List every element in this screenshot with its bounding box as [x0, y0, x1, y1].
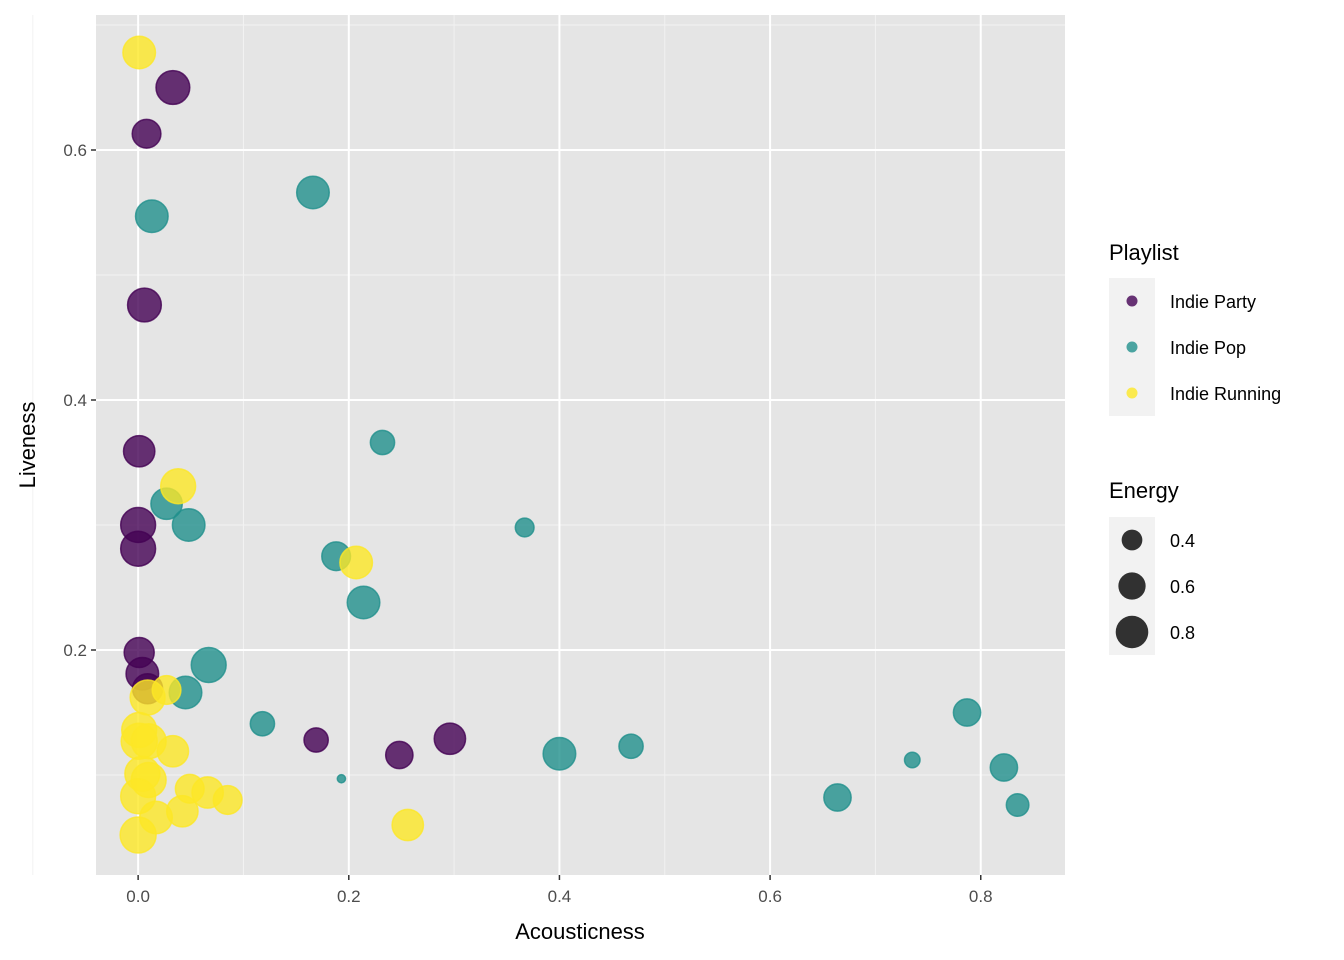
- data-point-indie-party: [155, 69, 191, 106]
- legend-key-indie-running: [1126, 387, 1138, 399]
- data-point-indie-party: [119, 530, 157, 567]
- size-legend-label: 0.4: [1170, 531, 1195, 551]
- data-point-indie-running: [119, 816, 157, 854]
- data-point-indie-pop: [952, 698, 982, 727]
- data-point-indie-running: [151, 674, 182, 706]
- size-legend-key: [1121, 529, 1143, 551]
- x-axis-title: Acousticness: [515, 919, 645, 944]
- data-point-indie-party: [122, 434, 156, 468]
- data-point-indie-pop: [618, 733, 644, 760]
- size-legend-label: 0.8: [1170, 623, 1195, 643]
- size-legend-key: [1118, 572, 1146, 600]
- data-point-indie-pop: [190, 646, 227, 684]
- data-point-indie-party: [433, 722, 467, 756]
- data-point-indie-party: [131, 118, 162, 149]
- x-tick-label: 0.8: [969, 887, 993, 906]
- data-point-indie-pop: [989, 753, 1019, 782]
- x-tick-label: 0.6: [758, 887, 782, 906]
- data-point-indie-pop: [514, 517, 535, 538]
- data-point-indie-pop: [1005, 792, 1030, 818]
- legend-label: Indie Party: [1170, 292, 1256, 312]
- data-point-indie-pop: [249, 710, 276, 737]
- size-legend: Energy 0.4 0.6 0.8: [1109, 478, 1195, 655]
- data-point-indie-pop: [336, 773, 347, 784]
- size-legend-key: [1115, 615, 1149, 649]
- data-point-indie-party: [384, 740, 414, 770]
- x-axis: 0.0 0.2 0.4 0.6 0.8: [126, 875, 993, 906]
- data-point-indie-running: [339, 545, 374, 580]
- x-tick-label: 0.0: [126, 887, 150, 906]
- y-tick-label: 0.6: [63, 141, 87, 160]
- data-point-indie-running: [159, 468, 197, 505]
- data-point-indie-pop: [823, 783, 852, 812]
- data-point-indie-pop: [171, 507, 206, 543]
- x-tick-label: 0.2: [337, 887, 361, 906]
- data-point-indie-pop: [903, 751, 921, 769]
- legend-key-indie-party: [1126, 295, 1138, 307]
- panel-background: [96, 15, 1065, 875]
- data-point-indie-pop: [542, 736, 577, 771]
- data-point-indie-running: [212, 784, 243, 816]
- color-legend: Playlist Indie Party Indie Pop Indie Runni…: [1109, 240, 1281, 416]
- data-point-indie-party: [126, 287, 163, 323]
- y-axis-title: Liveness: [15, 402, 40, 489]
- data-point-indie-pop: [346, 585, 381, 620]
- data-point-indie-party: [303, 727, 329, 753]
- size-legend-label: 0.6: [1170, 577, 1195, 597]
- data-point-indie-pop: [295, 175, 330, 210]
- y-axis: 0.2 0.4 0.6: [63, 141, 96, 660]
- points: [119, 35, 1030, 854]
- data-point-indie-pop: [134, 199, 169, 234]
- legend-label: Indie Pop: [1170, 338, 1246, 358]
- data-point-indie-running: [122, 35, 157, 70]
- data-point-indie-running: [391, 808, 425, 842]
- y-tick-label: 0.4: [63, 391, 87, 410]
- data-point-indie-pop: [369, 429, 396, 456]
- legend-label: Indie Running: [1170, 384, 1281, 404]
- y-tick-label: 0.2: [63, 641, 87, 660]
- size-legend-title: Energy: [1109, 478, 1179, 503]
- data-point-indie-running: [156, 734, 190, 768]
- legend-key-indie-pop: [1126, 341, 1138, 353]
- x-tick-label: 0.4: [548, 887, 572, 906]
- color-legend-title: Playlist: [1109, 240, 1179, 265]
- grid: [32, 15, 1065, 875]
